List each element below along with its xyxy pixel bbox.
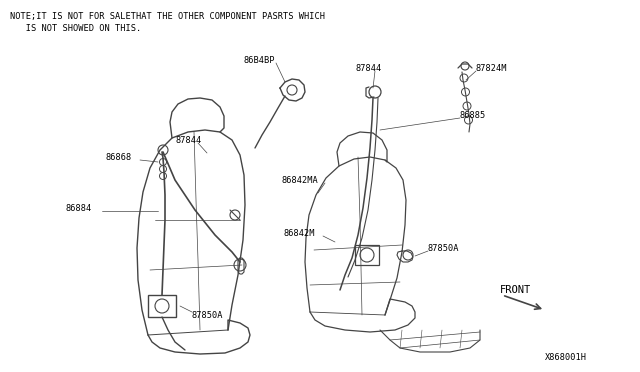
Text: 87844: 87844 xyxy=(175,135,201,144)
Text: 86842MA: 86842MA xyxy=(282,176,319,185)
Text: NOTE;IT IS NOT FOR SALETHAT THE OTHER COMPONENT PASRTS WHICH: NOTE;IT IS NOT FOR SALETHAT THE OTHER CO… xyxy=(10,12,325,21)
Text: 86884: 86884 xyxy=(65,203,92,212)
Text: IS NOT SHOWED ON THIS.: IS NOT SHOWED ON THIS. xyxy=(10,24,141,33)
Text: 87850A: 87850A xyxy=(192,311,223,321)
Text: 87824M: 87824M xyxy=(476,64,508,73)
Text: 86842M: 86842M xyxy=(283,228,314,237)
Text: X868001H: X868001H xyxy=(545,353,587,362)
Text: FRONT: FRONT xyxy=(500,285,531,295)
Text: 86868: 86868 xyxy=(105,153,131,161)
Text: 87844: 87844 xyxy=(355,64,381,73)
Bar xyxy=(148,295,176,317)
Text: 86B4BP: 86B4BP xyxy=(244,55,275,64)
Text: 87850A: 87850A xyxy=(428,244,460,253)
Text: 86885: 86885 xyxy=(460,110,486,119)
Bar xyxy=(355,245,379,265)
